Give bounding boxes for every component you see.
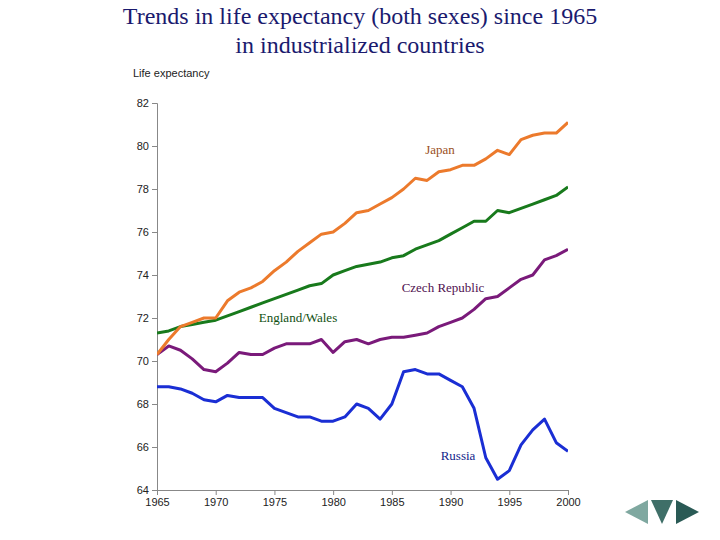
x-tick-mark — [216, 490, 217, 495]
x-tick-label: 1980 — [321, 496, 345, 508]
y-tick-label: 80 — [137, 140, 149, 152]
x-tick-label: 1970 — [204, 496, 228, 508]
series-line — [157, 370, 568, 480]
y-tick: 64 — [137, 484, 157, 496]
x-tick-label: 1995 — [498, 496, 522, 508]
x-axis: 1965 1970 1975 1980 1985 1990 1995 2000 — [145, 490, 580, 508]
title: Trends in life expectancy (both sexes) s… — [123, 3, 597, 29]
x-tick-mark — [568, 490, 569, 495]
y-tick-mark — [152, 275, 157, 276]
y-tick-mark — [152, 103, 157, 104]
chart: Trends in life expectancy (both sexes) s… — [0, 0, 720, 540]
series-label: Japan — [425, 142, 455, 157]
y-tick-mark — [152, 318, 157, 319]
series-line — [157, 122, 568, 354]
y-tick: 72 — [137, 312, 157, 324]
title: in industrialized countries — [235, 32, 484, 58]
x-tick-label: 2000 — [556, 496, 580, 508]
y-tick-label: 74 — [137, 269, 149, 281]
y-tick-mark — [152, 232, 157, 233]
x-tick-mark — [274, 490, 275, 495]
x-tick: 1965 — [145, 490, 169, 508]
x-tick-label: 1985 — [380, 496, 404, 508]
series-label: Russia — [441, 448, 476, 463]
y-tick-label: 78 — [137, 183, 149, 195]
y-tick: 68 — [137, 398, 157, 410]
x-tick-mark — [157, 490, 158, 495]
y-tick: 80 — [137, 140, 157, 152]
nav-next — [676, 500, 699, 524]
nav-home — [651, 500, 673, 524]
x-tick: 1980 — [321, 490, 345, 508]
series-label: Czech Republic — [402, 280, 485, 295]
y-tick-label: 68 — [137, 398, 149, 410]
series-label: England/Wales — [259, 310, 337, 325]
x-tick-label: 1975 — [263, 496, 287, 508]
y-tick-mark — [152, 447, 157, 448]
y-tick-label: 76 — [137, 226, 149, 238]
y-axis-line — [152, 104, 158, 491]
y-tick-label: 82 — [137, 97, 149, 109]
x-tick-mark — [392, 490, 393, 495]
nav-arrows — [625, 500, 699, 524]
x-tick: 1970 — [204, 490, 228, 508]
y-tick: 74 — [137, 269, 157, 281]
nav-prev — [625, 500, 648, 524]
x-tick: 1975 — [263, 490, 287, 508]
y-axis-title: Life expectancy — [133, 67, 210, 79]
x-tick-label: 1965 — [145, 496, 169, 508]
x-tick: 1995 — [498, 490, 522, 508]
x-tick: 2000 — [556, 490, 580, 508]
y-tick-mark — [152, 361, 157, 362]
y-tick-label: 70 — [137, 355, 149, 367]
y-tick-label: 64 — [137, 484, 149, 496]
x-tick-mark — [509, 490, 510, 495]
x-tick: 1985 — [380, 490, 404, 508]
y-tick: 76 — [137, 226, 157, 238]
plot-area — [157, 122, 568, 479]
y-tick-mark — [152, 146, 157, 147]
y-axis: 64 66 68 70 72 74 76 78 80 82 — [137, 97, 158, 496]
y-tick: 70 — [137, 355, 157, 367]
x-tick-mark — [451, 490, 452, 495]
y-tick-mark — [152, 404, 157, 405]
x-axis-line — [158, 491, 569, 496]
y-tick-label: 66 — [137, 441, 149, 453]
y-tick: 66 — [137, 441, 157, 453]
x-tick-label: 1990 — [439, 496, 463, 508]
y-tick-mark — [152, 189, 157, 190]
y-tick: 78 — [137, 183, 157, 195]
x-tick: 1990 — [439, 490, 463, 508]
y-tick: 82 — [137, 97, 157, 109]
x-tick-mark — [333, 490, 334, 495]
y-tick-mark — [152, 490, 157, 491]
series-line — [157, 249, 568, 372]
y-tick-label: 72 — [137, 312, 149, 324]
